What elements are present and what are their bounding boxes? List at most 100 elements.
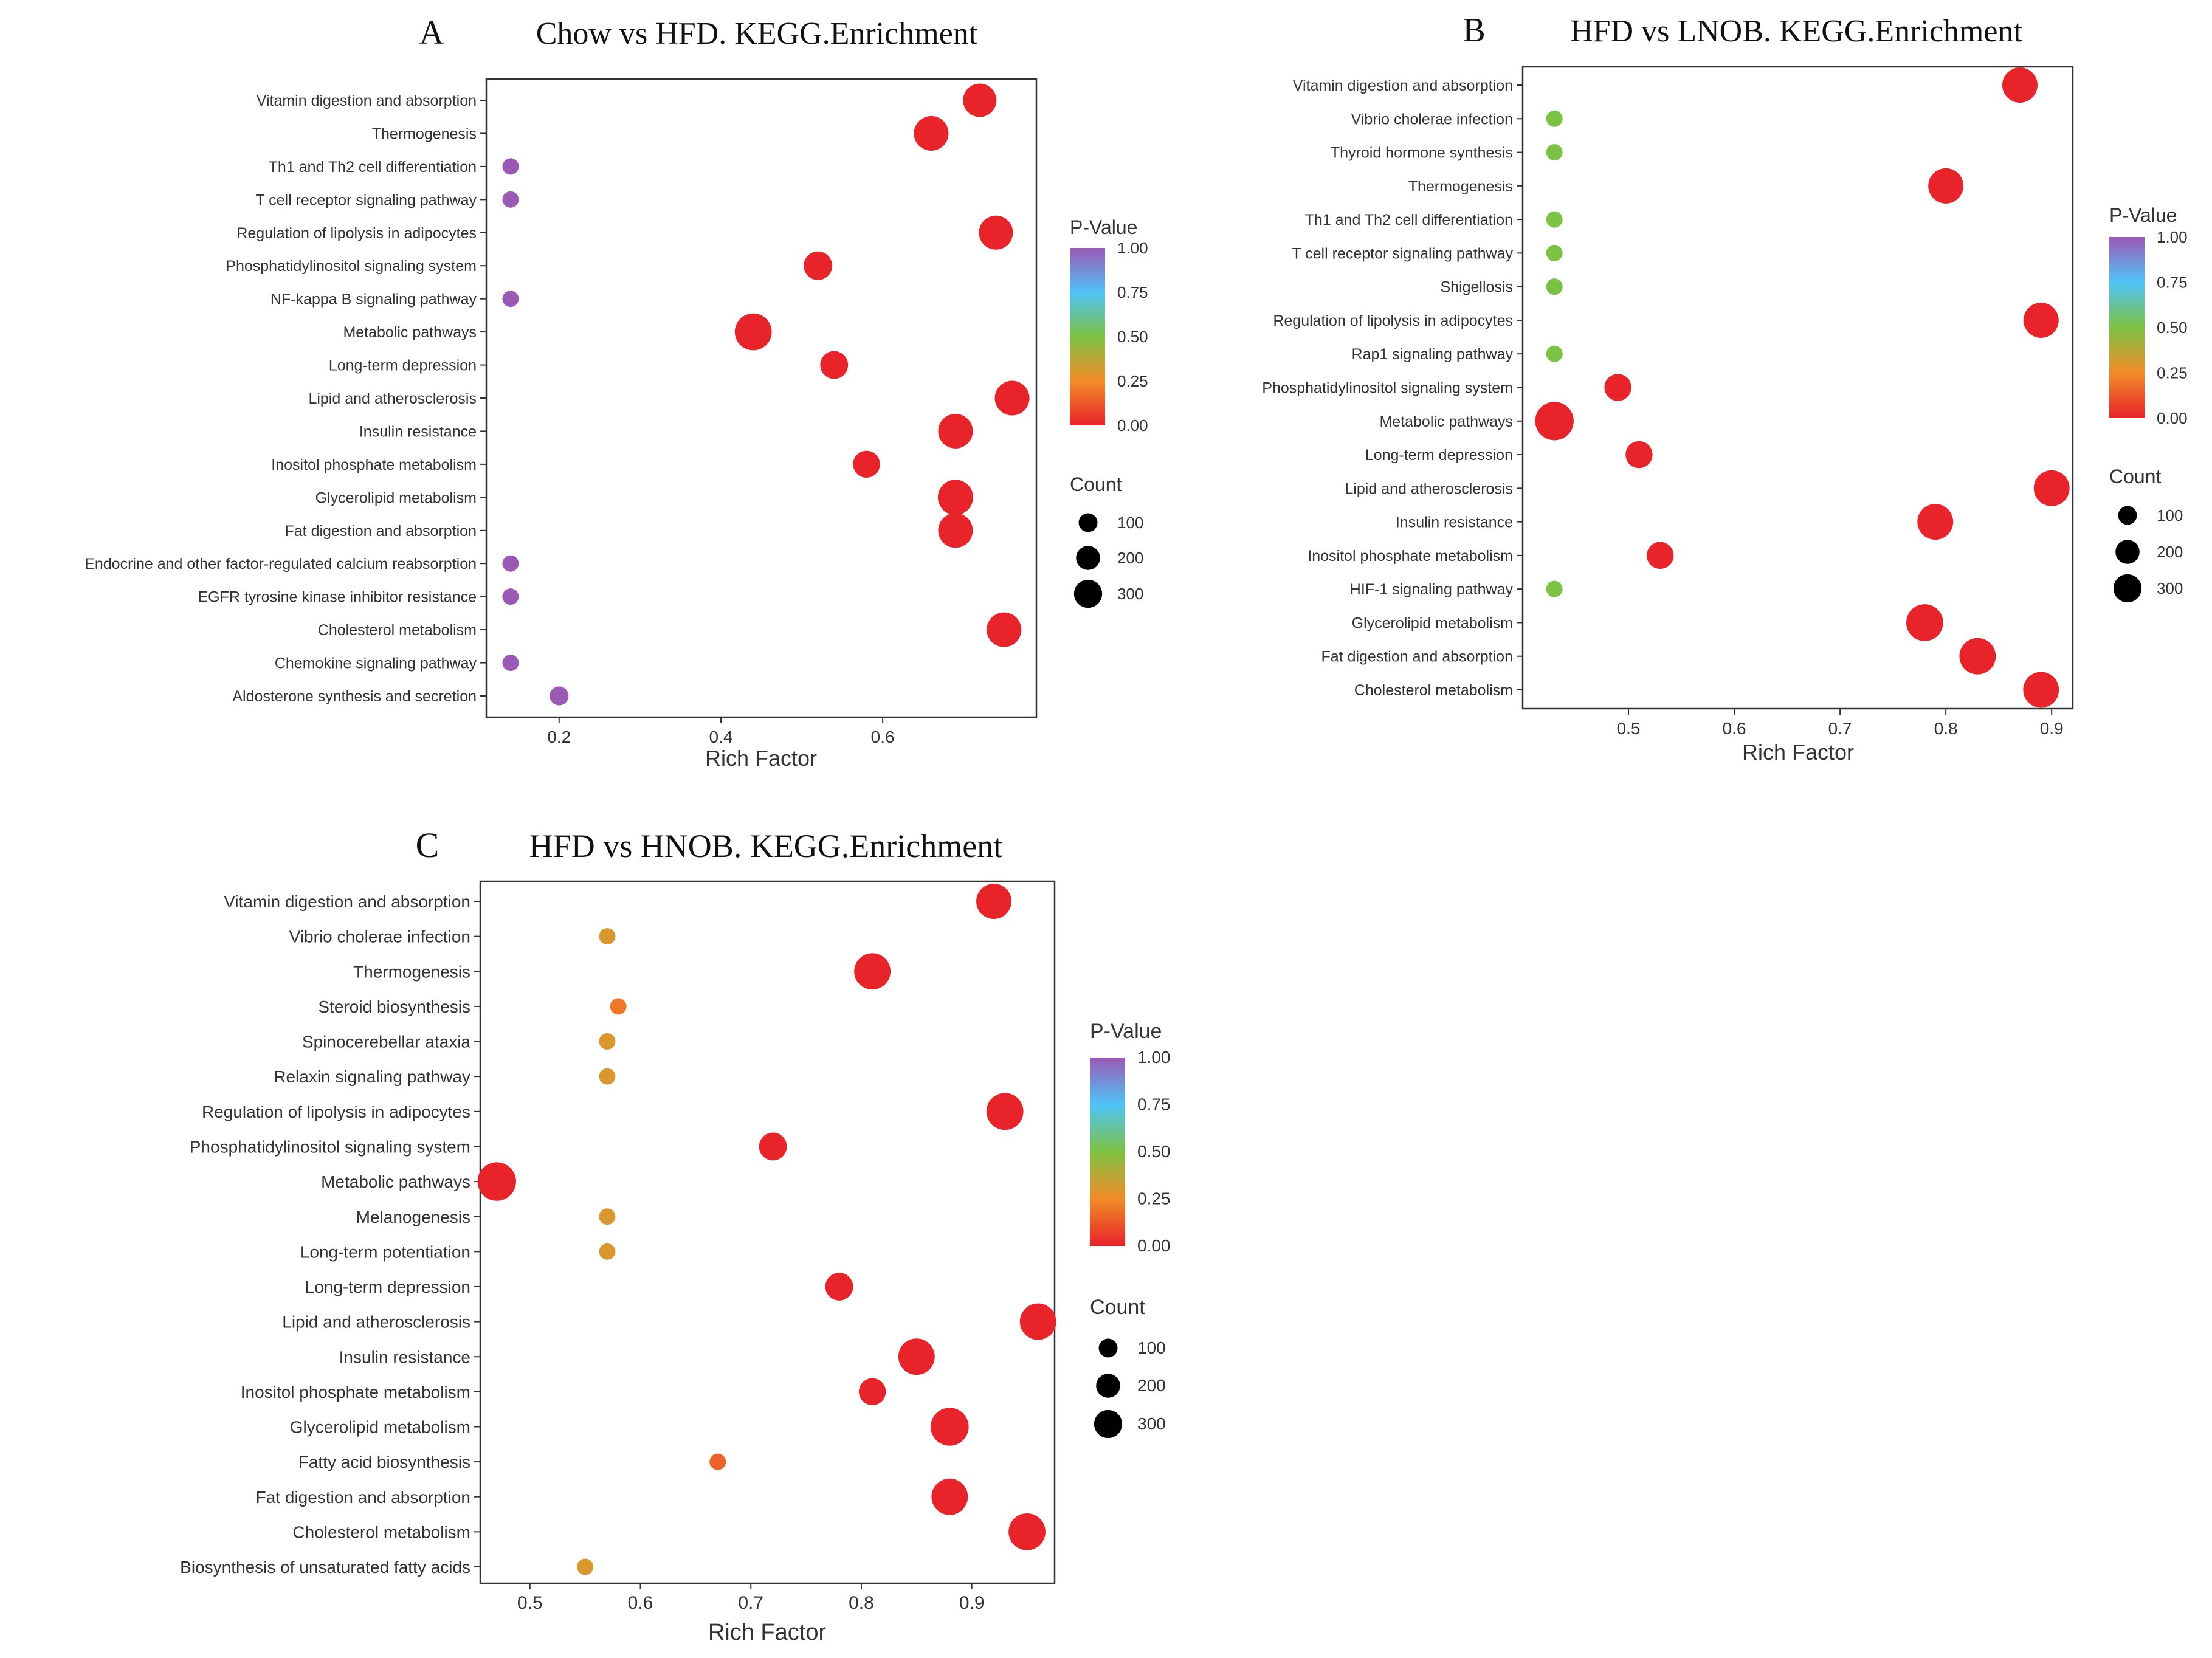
x-tick-label: 0.8: [849, 1593, 874, 1613]
data-point-rap1-signaling-pathway: [1546, 345, 1563, 362]
data-point-phosphatidylinositol-signaling-system: [804, 251, 833, 280]
plot-frame: [479, 880, 1056, 1584]
size-legend-dot: [2113, 574, 2142, 603]
data-point-th1-and-th2-cell-differentiation: [502, 158, 519, 175]
panel-letter: C: [416, 825, 439, 865]
x-tick-label: 0.6: [1723, 719, 1746, 738]
size-legend-label: 300: [2157, 579, 2183, 597]
data-point-phosphatidylinositol-signaling-system: [1604, 374, 1631, 401]
data-point-phosphatidylinositol-signaling-system: [759, 1132, 787, 1161]
y-tick-label-melanogenesis: Melanogenesis: [356, 1208, 470, 1226]
color-legend-tick-label: 0.25: [1137, 1189, 1171, 1208]
data-point-endocrine-and-other-factor-regulated-calcium-reabsorption: [502, 555, 519, 572]
y-tick-label-regulation-of-lipolysis-in-adipocytes: Regulation of lipolysis in adipocytes: [202, 1102, 470, 1121]
chart-title: HFD vs LNOB. KEGG.Enrichment: [1570, 14, 2022, 49]
size-legend-title: Count: [2109, 466, 2162, 487]
data-point-spinocerebellar-ataxia: [599, 1033, 616, 1050]
data-point-lipid-and-atherosclerosis: [994, 380, 1030, 416]
data-point-glycerolipid-metabolism: [931, 1408, 969, 1446]
y-tick-label-inositol-phosphate-metabolism: Inositol phosphate metabolism: [1308, 548, 1513, 565]
x-tick-label: 0.7: [738, 1593, 763, 1613]
x-tick-label: 0.8: [1934, 719, 1958, 738]
y-tick-label-phosphatidylinositol-signaling-system: Phosphatidylinositol signaling system: [1262, 380, 1513, 397]
data-point-chemokine-signaling-pathway: [502, 655, 519, 672]
x-tick-label: 0.6: [628, 1593, 653, 1613]
size-legend-dot: [2118, 506, 2137, 525]
data-point-thermogenesis: [1928, 168, 1964, 204]
y-tick-label-t-cell-receptor-signaling-pathway: T cell receptor signaling pathway: [255, 191, 477, 208]
data-point-thyroid-hormone-synthesis: [1546, 144, 1563, 161]
size-legend-dot: [1076, 546, 1100, 570]
y-tick-label-aldosterone-synthesis-and-secretion: Aldosterone synthesis and secretion: [232, 688, 477, 705]
color-legend-tick-label: 0.50: [2157, 318, 2188, 337]
y-tick-label-long-term-potentiation: Long-term potentiation: [300, 1242, 470, 1261]
size-legend-label: 200: [1117, 549, 1143, 567]
panel-b-chart: B HFD vs LNOB. KEGG.Enrichment 0.5 0.6 0.7 0.…: [1262, 12, 2188, 765]
y-tick-label-relaxin-signaling-pathway: Relaxin signaling pathway: [274, 1067, 470, 1086]
data-point-regulation-of-lipolysis-in-adipocytes: [979, 215, 1013, 250]
y-tick-label-insulin-resistance: Insulin resistance: [1396, 514, 1513, 531]
color-legend-tick-label: 0.00: [1137, 1236, 1171, 1255]
data-point-metabolic-pathways: [477, 1162, 516, 1201]
x-tick-label: 0.9: [2040, 719, 2064, 738]
y-tick-label-fat-digestion-and-absorption: Fat digestion and absorption: [256, 1488, 470, 1507]
plot-frame: [485, 78, 1038, 718]
data-point-cholesterol-metabolism: [987, 612, 1022, 647]
data-point-long-term-depression: [1625, 441, 1653, 469]
y-tick-label-vibrio-cholerae-infection: Vibrio cholerae infection: [289, 927, 470, 946]
y-tick-label-fat-digestion-and-absorption: Fat digestion and absorption: [285, 523, 477, 540]
size-legend-dot: [1078, 513, 1098, 532]
color-legend-tick-label: 0.00: [2157, 409, 2188, 427]
data-point-long-term-depression: [825, 1273, 853, 1301]
y-tick-label-inositol-phosphate-metabolism: Inositol phosphate metabolism: [271, 456, 477, 473]
size-legend-label: 100: [2157, 506, 2183, 525]
data-point-regulation-of-lipolysis-in-adipocytes: [986, 1093, 1024, 1130]
y-tick-label-cholesterol-metabolism: Cholesterol metabolism: [318, 622, 477, 639]
size-legend-dot: [1096, 1374, 1120, 1398]
y-tick-label-glycerolipid-metabolism: Glycerolipid metabolism: [315, 489, 477, 506]
y-tick-label-phosphatidylinositol-signaling-system: Phosphatidylinositol signaling system: [190, 1138, 470, 1157]
data-point-regulation-of-lipolysis-in-adipocytes: [2023, 302, 2059, 338]
data-point-vibrio-cholerae-infection: [1546, 110, 1563, 127]
data-point-cholesterol-metabolism: [2023, 672, 2059, 708]
color-legend-tick-label: 0.75: [1117, 283, 1148, 301]
data-point-glycerolipid-metabolism: [1906, 604, 1943, 641]
y-tick-label-fatty-acid-biosynthesis: Fatty acid biosynthesis: [298, 1453, 470, 1471]
data-point-insulin-resistance: [1917, 504, 1954, 540]
y-tick-label-regulation-of-lipolysis-in-adipocytes: Regulation of lipolysis in adipocytes: [1273, 312, 1513, 329]
color-legend-bar: [2109, 237, 2145, 418]
size-legend-dot: [1098, 1338, 1118, 1358]
data-point-t-cell-receptor-signaling-pathway: [502, 191, 519, 208]
size-legend-label: 300: [1117, 585, 1143, 603]
data-point-vitamin-digestion-and-absorption: [963, 83, 997, 117]
y-tick-label-metabolic-pathways: Metabolic pathways: [321, 1172, 470, 1191]
y-tick-label-lipid-and-atherosclerosis: Lipid and atherosclerosis: [282, 1313, 470, 1332]
color-legend-tick-label: 1.00: [1137, 1048, 1171, 1067]
data-point-melanogenesis: [599, 1208, 616, 1225]
y-tick-label-glycerolipid-metabolism: Glycerolipid metabolism: [1352, 614, 1513, 631]
data-point-vibrio-cholerae-infection: [599, 928, 616, 945]
y-tick-label-nf-kappa-b-signaling-pathway: NF-kappa B signaling pathway: [270, 291, 477, 308]
x-tick-label: 0.4: [709, 728, 732, 746]
data-point-lipid-and-atherosclerosis: [2033, 470, 2070, 506]
data-point-vitamin-digestion-and-absorption: [976, 884, 1012, 919]
color-legend-tick-label: 0.00: [1117, 416, 1148, 435]
y-tick-label-th1-and-th2-cell-differentiation: Th1 and Th2 cell differentiation: [1305, 212, 1513, 229]
panel-letter: A: [419, 14, 444, 52]
color-legend-tick-label: 0.50: [1117, 328, 1148, 346]
data-point-vitamin-digestion-and-absorption: [2002, 67, 2038, 103]
data-point-aldosterone-synthesis-and-secretion: [550, 686, 569, 706]
color-legend-tick-label: 0.25: [1117, 372, 1148, 390]
data-point-steroid-biosynthesis: [610, 998, 627, 1015]
y-tick-label-cholesterol-metabolism: Cholesterol metabolism: [1354, 682, 1513, 699]
y-tick-label-chemokine-signaling-pathway: Chemokine signaling pathway: [275, 655, 477, 672]
y-tick-label-long-term-depression: Long-term depression: [1365, 447, 1513, 464]
color-legend-tick-label: 0.25: [2157, 364, 2188, 382]
x-axis-label: Rich Factor: [705, 746, 817, 771]
y-tick-label-metabolic-pathways: Metabolic pathways: [343, 324, 477, 341]
color-legend-tick-label: 0.50: [1137, 1142, 1171, 1161]
y-tick-label-insulin-resistance: Insulin resistance: [339, 1347, 470, 1366]
y-tick-label-th1-and-th2-cell-differentiation: Th1 and Th2 cell differentiation: [269, 159, 477, 176]
y-tick-label-phosphatidylinositol-signaling-system: Phosphatidylinositol signaling system: [226, 258, 477, 275]
